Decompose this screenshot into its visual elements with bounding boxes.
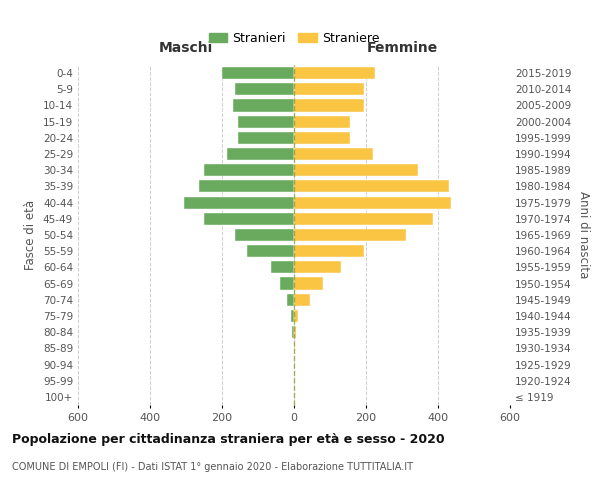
Bar: [222, 67, 294, 79]
Bar: [287, 294, 294, 306]
Bar: [235, 229, 294, 241]
Bar: [294, 132, 350, 144]
Bar: [233, 100, 294, 112]
Bar: [294, 148, 373, 160]
Bar: [294, 310, 298, 322]
Bar: [294, 245, 364, 258]
Bar: [199, 180, 294, 192]
Bar: [294, 262, 341, 274]
Bar: [294, 116, 350, 128]
Bar: [294, 196, 451, 208]
Text: COMUNE DI EMPOLI (FI) - Dati ISTAT 1° gennaio 2020 - Elaborazione TUTTITALIA.IT: COMUNE DI EMPOLI (FI) - Dati ISTAT 1° ge…: [12, 462, 413, 472]
Bar: [294, 229, 406, 241]
Bar: [235, 83, 294, 96]
Text: Popolazione per cittadinanza straniera per età e sesso - 2020: Popolazione per cittadinanza straniera p…: [12, 432, 445, 446]
Bar: [238, 132, 294, 144]
Bar: [280, 278, 294, 289]
Bar: [271, 262, 294, 274]
Bar: [294, 278, 323, 289]
Bar: [227, 148, 294, 160]
Bar: [294, 100, 364, 112]
Text: Maschi: Maschi: [159, 41, 213, 55]
Bar: [204, 164, 294, 176]
Bar: [294, 294, 310, 306]
Bar: [247, 245, 294, 258]
Text: Femmine: Femmine: [367, 41, 437, 55]
Bar: [294, 67, 375, 79]
Bar: [204, 212, 294, 225]
Legend: Stranieri, Straniere: Stranieri, Straniere: [203, 27, 385, 50]
Bar: [294, 342, 295, 354]
Y-axis label: Fasce di età: Fasce di età: [25, 200, 37, 270]
Bar: [184, 196, 294, 208]
Bar: [294, 212, 433, 225]
Bar: [238, 116, 294, 128]
Bar: [294, 326, 296, 338]
Bar: [292, 326, 294, 338]
Bar: [291, 310, 294, 322]
Bar: [294, 180, 449, 192]
Bar: [294, 83, 364, 96]
Y-axis label: Anni di nascita: Anni di nascita: [577, 192, 590, 278]
Bar: [294, 164, 418, 176]
